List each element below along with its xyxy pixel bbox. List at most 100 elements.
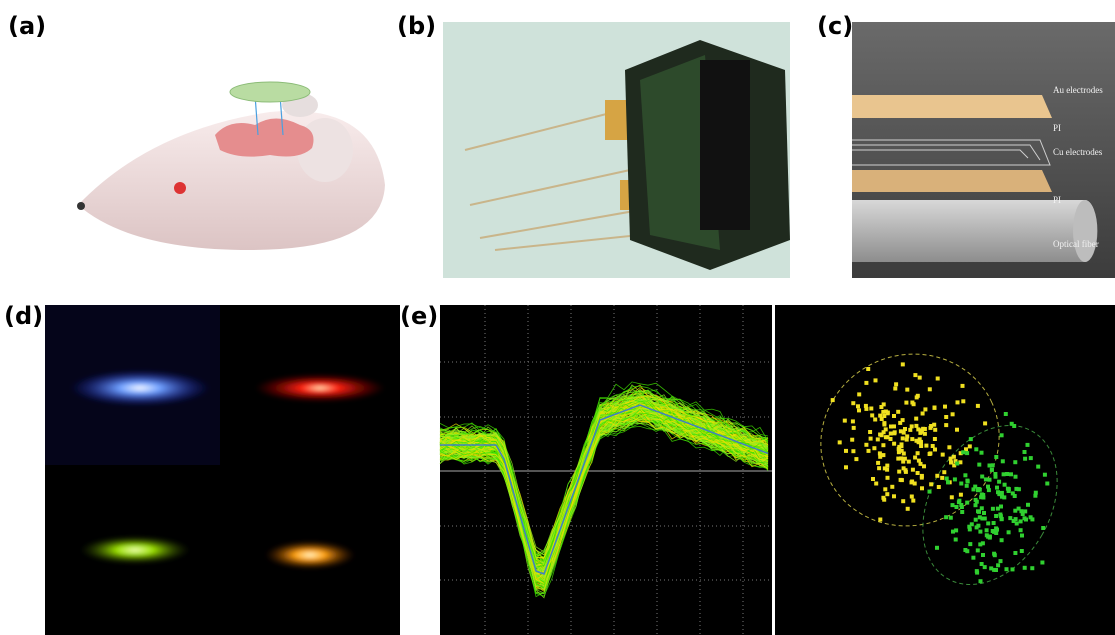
- cluster-point: [914, 417, 918, 421]
- cluster-point: [850, 438, 854, 442]
- cluster-point: [1023, 457, 1027, 461]
- cluster-point: [910, 437, 914, 441]
- cluster-point: [915, 395, 919, 399]
- cluster-point: [864, 381, 868, 385]
- cluster-point: [1013, 551, 1017, 555]
- cluster-point: [954, 538, 958, 542]
- cluster-point: [940, 476, 944, 480]
- cluster-point: [959, 493, 963, 497]
- cluster-point: [986, 485, 990, 489]
- cluster-point: [1026, 503, 1030, 507]
- cluster-point: [901, 362, 905, 366]
- panel-background: [440, 305, 772, 635]
- cluster-point: [896, 410, 900, 414]
- cluster-point: [994, 531, 998, 535]
- cluster-point: [928, 490, 932, 494]
- cluster-point: [871, 477, 875, 481]
- cluster-point: [961, 450, 965, 454]
- cluster-point: [977, 487, 981, 491]
- red-glow: [255, 374, 385, 402]
- waveform-panel: [440, 305, 772, 635]
- cluster-point: [894, 382, 898, 386]
- cluster-point: [1036, 465, 1040, 469]
- fiber-photos: [45, 305, 400, 635]
- cluster-point: [876, 461, 880, 465]
- cluster-point: [1000, 538, 1004, 542]
- cluster-point: [873, 418, 877, 422]
- cluster-point: [988, 478, 992, 482]
- cluster-point: [905, 388, 909, 392]
- cluster-point: [1020, 534, 1024, 538]
- cluster-point: [844, 465, 848, 469]
- cluster-point: [918, 376, 922, 380]
- cluster-point: [1014, 475, 1018, 479]
- fiber-end: [1073, 200, 1097, 262]
- cluster-point: [901, 436, 905, 440]
- cluster-point: [851, 449, 855, 453]
- cluster-point: [951, 530, 955, 534]
- cluster-panel: [775, 305, 1115, 635]
- mouse-eye: [174, 182, 186, 194]
- cluster-point: [1013, 460, 1017, 464]
- cluster-point: [989, 566, 993, 570]
- layer-diagram: Au electrodes PI Cu electrodes PI Optica…: [852, 22, 1115, 278]
- cluster-point: [910, 401, 914, 405]
- cluster-point: [885, 468, 889, 472]
- cluster-point: [1019, 519, 1023, 523]
- cluster-point: [978, 542, 982, 546]
- cluster-point: [908, 428, 912, 432]
- cluster-point: [844, 449, 848, 453]
- cluster-point: [831, 398, 835, 402]
- cluster-point: [882, 421, 886, 425]
- mouse-illustration: [77, 82, 385, 250]
- cluster-point: [956, 400, 960, 404]
- cluster-point: [994, 514, 998, 518]
- panel-background: [775, 305, 1115, 635]
- cluster-point: [982, 511, 986, 515]
- cluster-point: [965, 501, 969, 505]
- pi-layer: [852, 95, 1052, 118]
- cluster-point: [977, 463, 981, 467]
- cluster-point: [919, 444, 923, 448]
- cluster-point: [878, 518, 882, 522]
- cluster-point: [874, 482, 878, 486]
- panel-label: (a): [8, 12, 46, 40]
- cluster-point: [923, 407, 927, 411]
- cluster-point: [929, 482, 933, 486]
- cluster-point: [950, 495, 954, 499]
- cluster-point: [933, 437, 937, 441]
- cluster-point: [883, 487, 887, 491]
- cluster-point: [1007, 489, 1011, 493]
- cluster-point: [1043, 473, 1047, 477]
- cluster-point: [994, 475, 998, 479]
- cluster-point: [931, 444, 935, 448]
- cluster-point: [881, 496, 885, 500]
- cluster-point: [974, 498, 978, 502]
- cluster-point: [877, 466, 881, 470]
- cluster-point: [961, 384, 965, 388]
- cluster-point: [980, 517, 984, 521]
- cluster-point: [869, 407, 873, 411]
- cluster-point: [1003, 483, 1007, 487]
- blue-glow: [70, 370, 210, 406]
- cluster-point: [975, 569, 979, 573]
- panel-label: (d): [4, 302, 43, 330]
- cluster-point: [879, 405, 883, 409]
- pi-layer: [852, 170, 1052, 192]
- cluster-point: [916, 471, 920, 475]
- cluster-point: [1019, 509, 1023, 513]
- cluster-point: [1023, 450, 1027, 454]
- cluster-point: [856, 404, 860, 408]
- cluster-point: [980, 492, 984, 496]
- cluster-point: [996, 563, 1000, 567]
- cluster-point: [1000, 517, 1004, 521]
- annotation: PI: [1053, 123, 1061, 133]
- cluster-point: [868, 430, 872, 434]
- cluster-point: [1005, 567, 1009, 571]
- cluster-point: [965, 451, 969, 455]
- cluster-point: [1023, 566, 1027, 570]
- cluster-point: [892, 424, 896, 428]
- cluster-point: [993, 553, 997, 557]
- cluster-point: [952, 455, 956, 459]
- cluster-point: [920, 428, 924, 432]
